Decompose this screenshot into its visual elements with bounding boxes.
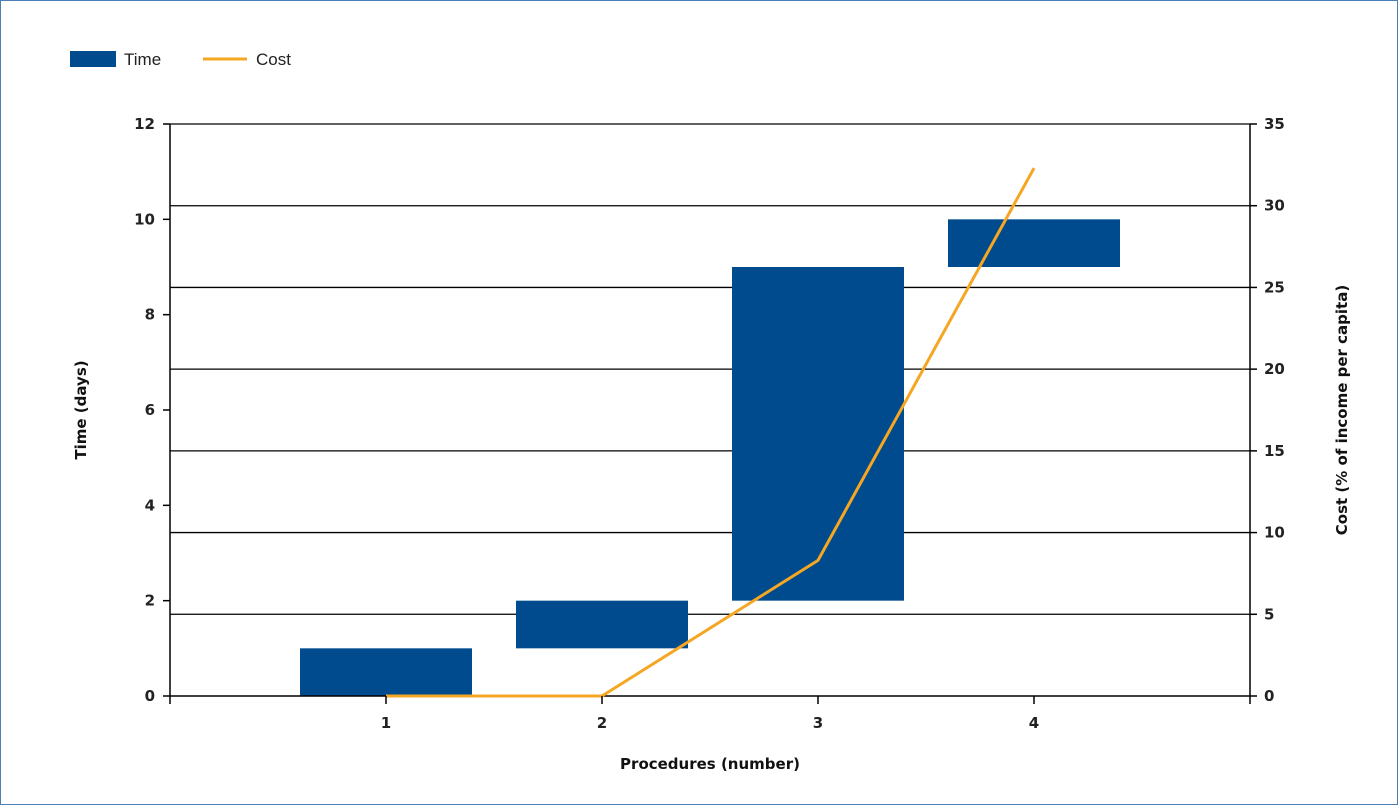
y-left-tick-label-10: 10 xyxy=(134,210,155,228)
axes xyxy=(169,124,1251,697)
x-tick-label-3: 3 xyxy=(813,714,823,732)
y-right-tick-label-25: 25 xyxy=(1264,278,1285,296)
time-bar-4 xyxy=(948,219,1120,267)
legend-label-time: Time xyxy=(124,50,161,69)
legend: Time Cost xyxy=(70,50,291,69)
y-left-tick-label-6: 6 xyxy=(145,401,155,419)
y-right-tick-label-20: 20 xyxy=(1264,360,1285,378)
gridlines xyxy=(170,123,1250,615)
time-bar-2 xyxy=(516,600,688,649)
time-bar-1 xyxy=(300,648,472,696)
y-right-tick-label-35: 35 xyxy=(1264,115,1285,133)
y-right-axis-title: Cost (% of income per capita) xyxy=(1333,285,1351,535)
y-right-tick-label-15: 15 xyxy=(1264,442,1285,460)
time-bar-3 xyxy=(732,267,904,601)
cost-line xyxy=(386,167,1036,698)
x-axis-ticks: 1 2 3 4 xyxy=(169,696,1251,732)
legend-swatch-time xyxy=(70,51,116,67)
time-bars xyxy=(300,219,1120,696)
y-right-tick-label-10: 10 xyxy=(1264,524,1285,542)
y-left-tick-label-0: 0 xyxy=(145,687,155,705)
y-left-tick-label-2: 2 xyxy=(145,592,155,610)
y-left-tick-label-8: 8 xyxy=(145,306,155,324)
y-right-tick-label-0: 0 xyxy=(1264,687,1274,705)
y-right-tick-label-30: 30 xyxy=(1264,197,1285,215)
y-right-tick-label-5: 5 xyxy=(1264,605,1274,623)
y-left-axis-title: Time (days) xyxy=(72,360,90,459)
y-left-tick-label-12: 12 xyxy=(134,115,155,133)
x-tick-label-4: 4 xyxy=(1029,714,1039,732)
x-tick-label-1: 1 xyxy=(381,714,391,732)
cost-line-group xyxy=(386,167,1036,698)
x-tick-label-2: 2 xyxy=(597,714,607,732)
left-axis-ticks: 0 2 4 6 8 10 12 xyxy=(134,115,170,705)
y-left-tick-label-4: 4 xyxy=(145,496,155,514)
x-axis-title: Procedures (number) xyxy=(620,755,800,773)
right-axis-ticks: 0 5 10 15 20 25 30 35 xyxy=(1250,115,1285,705)
legend-label-cost: Cost xyxy=(256,50,291,69)
